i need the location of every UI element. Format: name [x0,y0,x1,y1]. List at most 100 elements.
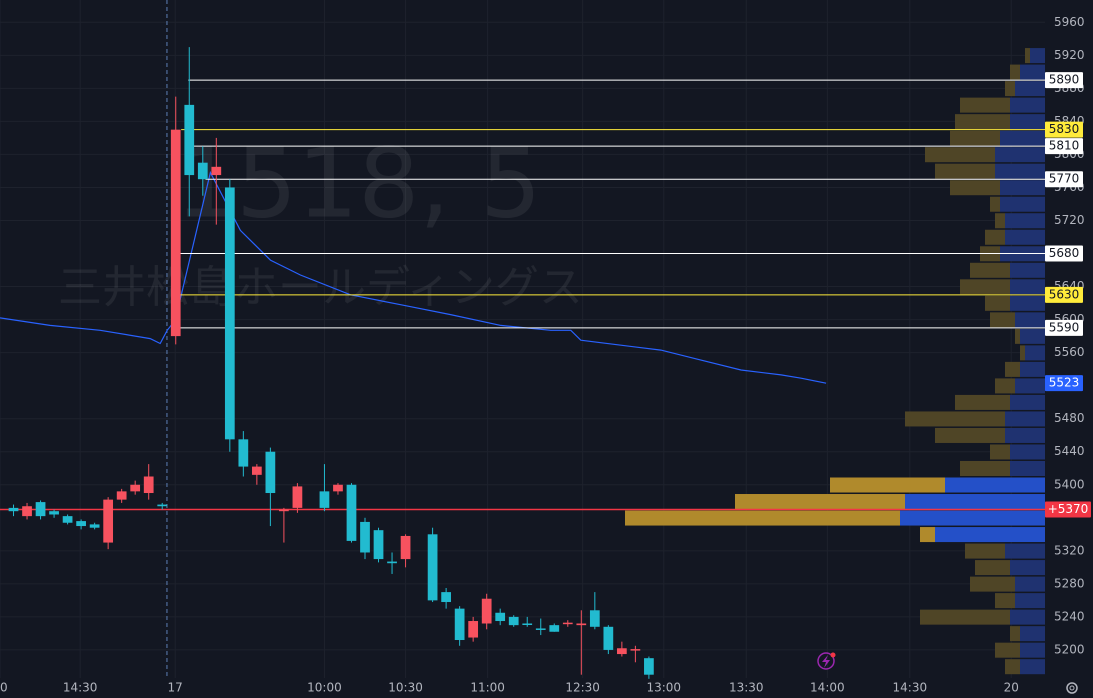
profile-olive [960,460,1010,476]
profile-olive [970,262,1010,278]
watermark-name: 三井松島ホールディングス [58,262,583,313]
level-tag [1045,319,1083,336]
last-price-label: +5370 [1048,502,1089,516]
x-tick-label: 10:30 [388,681,423,695]
profile-olive [1020,345,1025,361]
profile-olive [970,576,1015,592]
alert-bolt [822,655,830,668]
alert-circle [817,652,835,670]
y-tick-label: 5280 [1054,576,1085,590]
profile-blue [1020,642,1045,658]
profile-olive [955,114,1010,130]
profile-blue [1015,312,1045,328]
candle-body [157,504,168,507]
profile-blue [1000,196,1045,212]
alert-dot [830,652,836,658]
candle-body [211,166,222,176]
price-axis: 5960592058805840580057605720564056005560… [0,15,1091,695]
candle-body [441,592,451,603]
level-tag-label: 5830 [1049,122,1080,136]
profile-blue [1000,130,1045,146]
plot [0,0,1045,679]
y-tick-label: 5200 [1054,642,1085,656]
y-tick-label: 5320 [1054,543,1085,557]
profile-olive [960,279,1010,295]
candle-body [49,511,59,515]
profile-olive [955,394,1010,410]
profile-olive [905,411,1005,427]
level-tag-label: 5590 [1049,320,1080,334]
y-tick-label: 5440 [1054,444,1085,458]
profile-olive [950,180,1000,196]
x-tick-label: 00 [0,681,8,695]
profile-olive [935,163,995,179]
profile-blue [1010,560,1045,576]
candle-body [387,561,397,564]
y-tick-label: 5720 [1054,213,1085,227]
candle-body [35,502,46,517]
candle-body [103,499,114,543]
profile-blue [935,527,1045,543]
vwap-line [0,170,827,384]
profile-olive [1005,361,1020,377]
candle-body [224,187,235,440]
x-tick-label: 11:00 [470,681,505,695]
candle-body [279,509,289,512]
y-tick-label: 5560 [1054,345,1085,359]
profile-blue [1005,427,1045,443]
profile-olive [1005,81,1015,97]
profile-blue [1010,444,1045,460]
profile-olive [1025,48,1030,64]
profile-blue [1015,81,1045,97]
profile-olive [995,378,1015,394]
candle-body [76,521,86,527]
profile-olive [935,427,1005,443]
candle-body [481,598,492,624]
candle-body [603,626,614,650]
settings-icon[interactable] [1066,682,1078,694]
candle-body [454,608,465,641]
profile-blue [1015,593,1045,609]
candle-body [346,484,357,541]
profile-olive [975,560,1010,576]
candle-body [292,486,303,508]
profile-blue [1020,659,1045,675]
candle-body [427,534,438,601]
profile-blue [1020,626,1045,642]
profile-olive [1010,626,1020,642]
profile-olive [735,494,905,510]
candle-body [576,623,587,626]
candle-body [495,612,506,622]
profile-olive [990,444,1010,460]
profile-blue [1020,361,1045,377]
candle-body [265,451,276,494]
vwap-tag-label: 5523 [1049,376,1080,390]
profile-olive [1015,328,1020,344]
level-tag-label: 5630 [1049,287,1080,301]
candle-body [89,524,100,528]
profile-olive [830,477,945,493]
profile-blue [1020,328,1045,344]
alert-icon[interactable] [817,652,836,670]
profile-blue [1020,64,1045,80]
vwap-tag [1045,375,1083,392]
candle-body [549,625,560,632]
y-tick-label: 5920 [1054,48,1085,62]
candle-body [522,623,533,625]
x-tick-label: 17 [168,681,183,695]
profile-blue [1010,279,1045,295]
level-tag [1045,171,1083,188]
profile-blue [1025,345,1045,361]
y-tick-label: 5480 [1054,411,1085,425]
candle-body [360,521,370,553]
last-price-tag [1045,501,1091,518]
profile-blue [1005,213,1045,229]
level-tag [1045,72,1083,89]
y-tick-label: 5400 [1054,477,1085,491]
profile-blue [1010,460,1045,476]
gear [1066,682,1078,694]
candle-body [535,628,546,630]
profile-blue [1010,262,1045,278]
candle-body [62,516,73,523]
profile-olive [995,593,1015,609]
